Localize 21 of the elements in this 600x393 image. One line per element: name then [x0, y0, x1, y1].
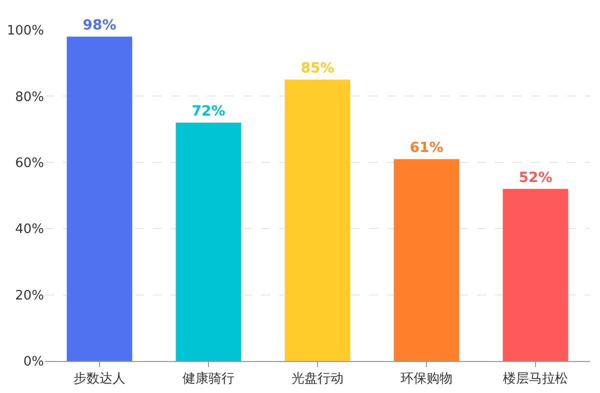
x-tick-label: 光盘行动	[292, 372, 344, 387]
bar	[284, 80, 350, 361]
x-tick-label: 步数达人	[74, 372, 126, 387]
data-label: 72%	[192, 104, 226, 120]
y-tick-label: 20%	[15, 288, 44, 304]
bar	[394, 159, 460, 361]
data-label: 85%	[300, 60, 334, 77]
x-tick-label: 楼层马拉松	[503, 372, 568, 387]
data-label: 61%	[410, 140, 444, 156]
data-label: 52%	[518, 170, 552, 186]
y-tick-label: 80%	[15, 90, 44, 105]
y-tick-label: 0%	[23, 354, 44, 370]
bar	[66, 36, 132, 361]
data-label: 98%	[82, 18, 116, 34]
x-tick-label: 环保购物	[400, 372, 452, 387]
x-tick-label: 健康骑行	[182, 372, 234, 387]
bar	[176, 122, 242, 361]
y-tick-label: 60%	[15, 156, 44, 171]
bar	[502, 188, 568, 361]
y-tick-label: 40%	[15, 222, 44, 238]
y-tick-label: 100%	[6, 24, 44, 39]
